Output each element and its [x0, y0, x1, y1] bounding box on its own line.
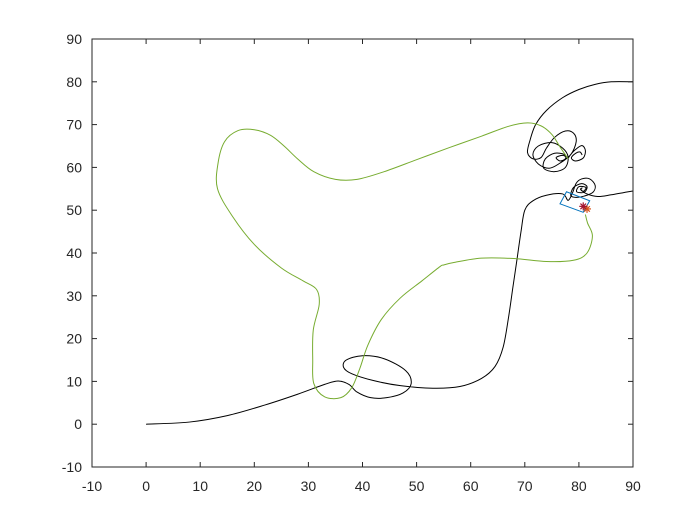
y-tick-label: -10 [62, 459, 82, 475]
asterisk-marker-2 [579, 202, 588, 211]
plot-area [92, 39, 633, 467]
y-tick-label: 30 [66, 288, 82, 304]
x-tick-label: 70 [517, 478, 533, 494]
y-tick-label: 90 [66, 31, 82, 47]
y-tick-label: 60 [66, 159, 82, 175]
series-line-2 [526, 81, 633, 173]
x-tick-label: 10 [192, 478, 208, 494]
y-tick-label: 80 [66, 74, 82, 90]
x-tick-label: 0 [142, 478, 150, 494]
x-tick-label: 20 [247, 478, 263, 494]
x-tick-label: 30 [301, 478, 317, 494]
y-tick-label: 20 [66, 331, 82, 347]
box-marker [559, 191, 591, 213]
y-tick-label: 0 [74, 416, 82, 432]
series-line-1 [146, 177, 633, 425]
y-tick-label: 10 [66, 373, 82, 389]
x-tick-label: 90 [625, 478, 641, 494]
series-line-3 [215, 122, 593, 400]
y-tick-label: 50 [66, 202, 82, 218]
y-tick-label: 40 [66, 245, 82, 261]
x-tick-label: -10 [82, 478, 102, 494]
y-tick-label: 70 [66, 117, 82, 133]
x-tick-label: 40 [355, 478, 371, 494]
x-tick-label: 80 [571, 478, 587, 494]
x-tick-label: 50 [409, 478, 425, 494]
x-tick-label: 60 [463, 478, 479, 494]
